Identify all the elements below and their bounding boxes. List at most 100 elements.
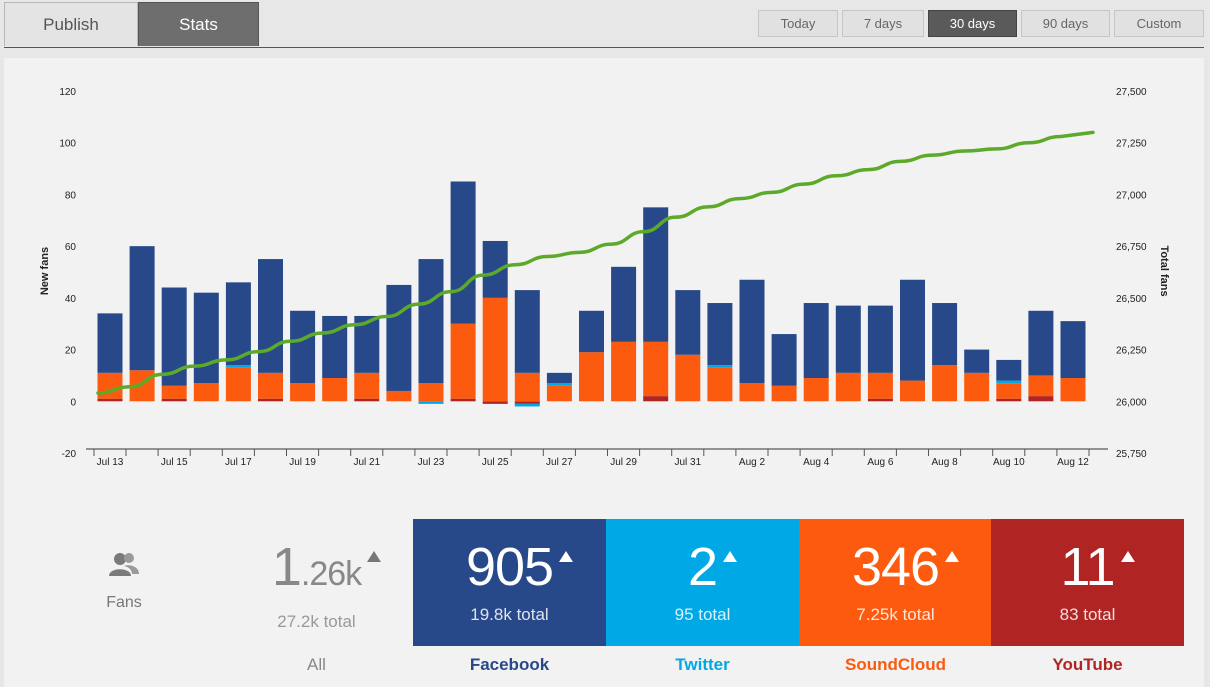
all-label: All xyxy=(307,655,326,674)
up-arrow-icon xyxy=(945,551,960,562)
bar-soundcloud-aug-4 xyxy=(803,378,829,402)
bar-facebook-jul-14 xyxy=(129,246,155,371)
all-total: 27.2k total xyxy=(277,612,356,631)
bar-facebook-aug-4 xyxy=(803,303,829,379)
bar-twitter-jul-26 xyxy=(514,403,540,407)
bar-facebook-aug-3 xyxy=(771,334,797,386)
bar-youtube-jul-13 xyxy=(97,398,123,402)
y-tick-label-right: 27,000 xyxy=(1116,190,1147,201)
x-tick-label: Jul 23 xyxy=(418,457,445,468)
up-arrow-icon xyxy=(367,551,382,562)
facebook-label: Facebook xyxy=(469,655,550,674)
bar-soundcloud-jul-31 xyxy=(675,354,701,402)
soundcloud-card[interactable]: 346 7.25k total xyxy=(799,519,992,646)
bar-soundcloud-jul-25 xyxy=(482,297,508,402)
bar-soundcloud-aug-10 xyxy=(996,383,1022,399)
range-custom-button[interactable]: Custom xyxy=(1114,10,1204,37)
bar-soundcloud-jul-21 xyxy=(354,372,380,399)
top-tabs: Publish Stats xyxy=(4,2,259,48)
bar-twitter-jul-17 xyxy=(225,365,251,368)
bar-youtube-jul-26 xyxy=(514,401,540,404)
bar-facebook-jul-29 xyxy=(611,266,637,342)
bar-facebook-aug-9 xyxy=(964,349,990,373)
x-tick-label: Jul 15 xyxy=(161,457,188,468)
fans-chart: 120 100 80 60 40 20 0 -20 27,500 27,250 27,000 26,… xyxy=(39,87,1170,468)
bar-soundcloud-jul-26 xyxy=(514,372,540,402)
x-tick-label: Aug 2 xyxy=(739,457,766,468)
bar-soundcloud-jul-17 xyxy=(225,367,251,402)
x-tick-label: Aug 8 xyxy=(932,457,959,468)
up-arrow-icon xyxy=(723,551,738,562)
bar-soundcloud-jul-28 xyxy=(579,352,604,402)
y-tick-label-left: -20 xyxy=(62,449,77,460)
bar-youtube-jul-25 xyxy=(482,401,508,404)
bar-soundcloud-aug-7 xyxy=(900,380,925,402)
tab-publish[interactable]: Publish xyxy=(4,2,138,46)
bar-facebook-aug-11 xyxy=(1028,310,1054,376)
bar-soundcloud-aug-6 xyxy=(867,372,893,399)
x-tick-label: Jul 27 xyxy=(546,457,573,468)
x-tick-label: Jul 31 xyxy=(674,457,701,468)
twitter-new-fans-value: 2 xyxy=(688,539,738,595)
bar-facebook-jul-22 xyxy=(386,284,412,391)
facebook-card[interactable]: 905 19.8k total xyxy=(413,519,606,646)
bar-soundcloud-aug-12 xyxy=(1060,378,1086,402)
bar-youtube-jul-30 xyxy=(643,396,669,402)
bar-soundcloud-jul-23 xyxy=(418,383,444,402)
bar-facebook-jul-13 xyxy=(97,313,123,373)
bar-youtube-aug-11 xyxy=(1028,396,1054,402)
y-tick-label-left: 100 xyxy=(59,139,76,150)
x-tick-label: Aug 6 xyxy=(867,457,894,468)
x-tick-label: Jul 21 xyxy=(353,457,380,468)
bar-youtube-aug-6 xyxy=(867,398,893,402)
tab-stats[interactable]: Stats xyxy=(138,2,259,46)
fans-label: Fans xyxy=(106,594,142,611)
y-tick-label-left: 120 xyxy=(59,87,76,98)
bar-soundcloud-aug-5 xyxy=(835,372,861,402)
x-tick-label: Jul 25 xyxy=(482,457,509,468)
bar-facebook-aug-1 xyxy=(707,303,733,366)
twitter-label: Twitter xyxy=(675,655,730,674)
bar-soundcloud-aug-11 xyxy=(1028,375,1054,397)
bar-facebook-jul-19 xyxy=(290,310,316,384)
range-7-days-button[interactable]: 7 days xyxy=(842,10,924,37)
y-tick-label-right: 27,500 xyxy=(1116,87,1147,98)
soundcloud-label: SoundCloud xyxy=(844,655,947,674)
x-tick-label: Jul 17 xyxy=(225,457,252,468)
bar-youtube-jul-24 xyxy=(450,398,476,402)
bar-soundcloud-jul-19 xyxy=(290,383,316,402)
bar-soundcloud-jul-27 xyxy=(546,385,572,402)
all-new-fans-value: 1.26k xyxy=(272,539,382,602)
y-tick-label-left: 0 xyxy=(70,397,76,408)
up-arrow-icon xyxy=(559,551,574,562)
bar-twitter-aug-10 xyxy=(996,380,1022,384)
x-tick-label: Jul 29 xyxy=(610,457,637,468)
y-tick-label-right: 27,250 xyxy=(1116,139,1147,150)
youtube-card[interactable]: 11 83 total xyxy=(991,519,1184,646)
y-tick-label-left: 40 xyxy=(65,294,77,305)
bar-soundcloud-aug-3 xyxy=(771,385,797,402)
bar-facebook-aug-8 xyxy=(932,303,958,366)
range-90-days-button[interactable]: 90 days xyxy=(1021,10,1110,37)
bar-soundcloud-jul-29 xyxy=(611,341,637,402)
bar-facebook-aug-12 xyxy=(1060,321,1086,379)
soundcloud-new-fans-value: 346 xyxy=(852,539,960,595)
bar-facebook-aug-10 xyxy=(996,359,1022,381)
y-tick-label-right: 26,250 xyxy=(1116,346,1147,357)
bar-facebook-jul-27 xyxy=(546,372,572,384)
range-today-button[interactable]: Today xyxy=(758,10,838,37)
range-30-days-button[interactable]: 30 days xyxy=(928,10,1017,37)
y-axis-right-label: Total fans xyxy=(1158,245,1170,296)
bar-youtube-aug-10 xyxy=(996,398,1022,402)
bar-facebook-jul-17 xyxy=(225,282,251,366)
twitter-card[interactable]: 2 95 total xyxy=(606,519,799,646)
all-card[interactable]: 1.26k 27.2k total xyxy=(220,519,413,646)
bar-youtube-jul-21 xyxy=(354,398,380,402)
bar-twitter-jul-23 xyxy=(418,401,444,404)
youtube-label: YouTube xyxy=(1052,655,1123,674)
x-tick-label: Aug 4 xyxy=(803,457,830,468)
bar-facebook-jul-16 xyxy=(193,292,219,384)
people-icon xyxy=(109,553,139,576)
bar-soundcloud-aug-1 xyxy=(707,367,733,402)
y-tick-label-left: 20 xyxy=(65,346,77,357)
